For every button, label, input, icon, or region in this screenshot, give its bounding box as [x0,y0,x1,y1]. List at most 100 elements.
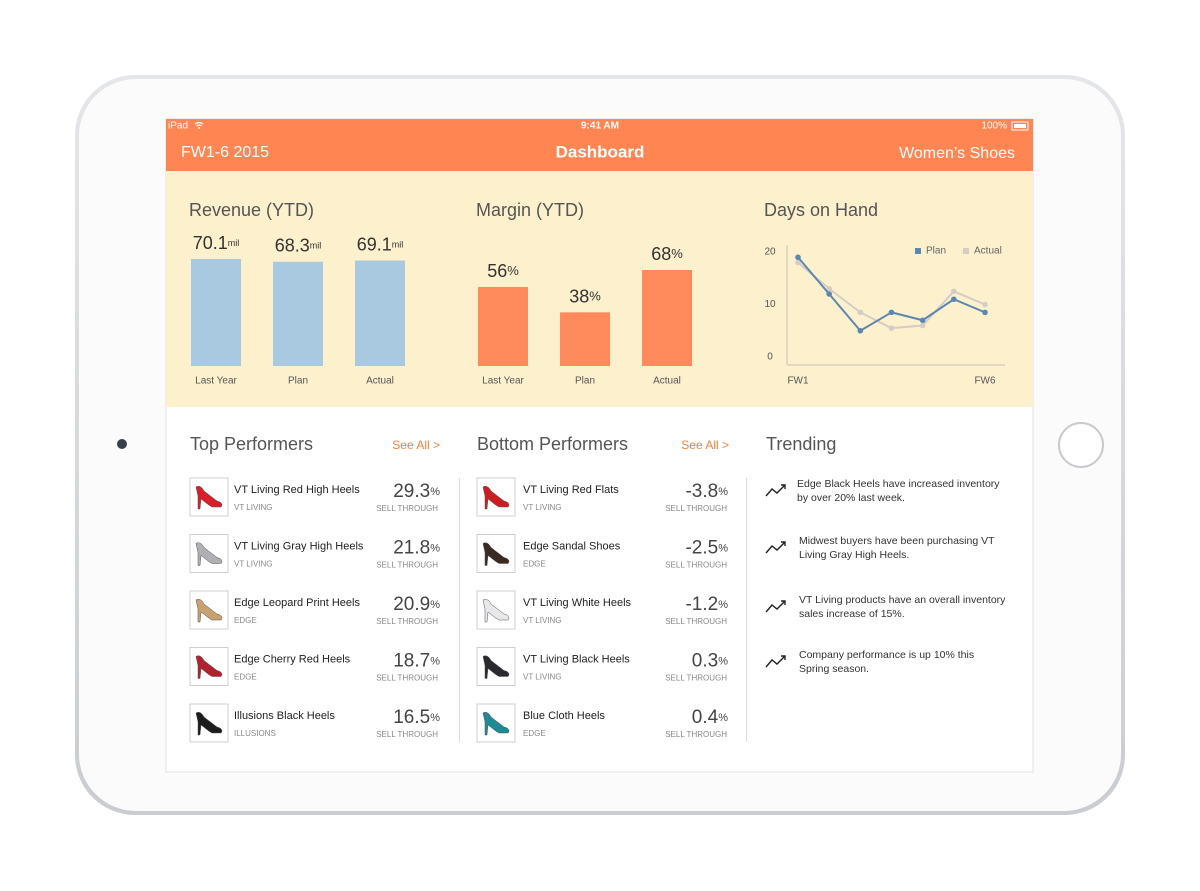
metric-label: SELL THROUGH [376,561,438,570]
series-point [826,291,832,297]
trend-text: VT Living products have an overall inven… [799,594,1006,606]
shoe-shape [482,711,510,736]
product-name: VT Living Red High Heels [234,484,360,496]
value-unit: % [430,655,440,667]
value-unit: % [718,655,728,667]
trend-icon [765,600,786,613]
shoe-shape [482,542,510,566]
value-unit: % [430,542,440,554]
trend-text: Living Gray High Heels. [799,549,909,561]
series-point [857,327,864,334]
series-point [982,301,988,308]
legend-swatch [963,248,969,254]
value-number: -3.8 [685,481,718,502]
shoe-shape [195,485,223,510]
value-number: 29.3 [393,481,430,502]
shoe-icon [482,711,510,736]
wifi-dot [198,127,200,129]
value-number: 68 [651,244,671,264]
value-label: 56% [487,261,519,281]
home-button[interactable] [1058,422,1104,468]
shoe-icon [195,542,223,566]
value-unit: % [718,542,728,554]
nav-left: FW1-6 2015 [181,144,269,161]
x-tick-label: Last Year [482,376,524,387]
product-value: 0.3% [692,651,728,672]
wifi-icon [194,121,204,127]
shoe-icon [195,711,223,736]
shoe-icon [482,598,510,623]
trend-icon [765,541,786,554]
x-tick-label: FW6 [974,376,996,387]
value-unit: mil [228,238,240,248]
value-number: -1.2 [685,594,718,615]
product-name: Edge Sandal Shoes [523,540,621,552]
status-battery: 100% [981,121,1007,132]
metric-label: SELL THROUGH [665,617,727,626]
y-tick-label: 0 [767,352,773,363]
value-number: 56 [487,261,507,281]
nav-bar [166,119,1033,171]
product-name: VT Living Red Flats [523,484,619,496]
value-unit: % [507,263,519,278]
product-name: VT Living White Heels [523,597,632,609]
value-number: 69.1 [357,234,392,254]
battery-icon [1011,121,1029,131]
product-name: Edge Cherry Red Heels [234,653,351,665]
battery-level [1014,124,1026,128]
product-brand: EDGE [523,729,546,738]
product-brand: EDGE [234,673,257,682]
camera [117,439,127,449]
product-name: Edge Leopard Print Heels [234,597,360,609]
status-device: iPad [168,121,188,132]
section-title: Trending [766,434,836,454]
series-point [919,317,926,324]
product-value: 29.3% [393,481,440,502]
trend-text: Midwest buyers have been purchasing VT [799,535,995,547]
trend-text: by over 20% last week. [797,492,905,504]
x-tick-label: Plan [288,376,308,387]
shoe-icon [482,485,510,510]
metric-label: SELL THROUGH [665,561,727,570]
x-tick-label: Actual [366,376,394,387]
legend-swatch [915,248,921,254]
product-value: -1.2% [685,594,728,615]
value-unit: % [718,486,728,498]
shoe-shape [195,542,223,566]
bar [642,270,692,366]
x-tick-label: Actual [653,376,681,387]
value-number: 68.3 [275,235,310,255]
value-label: 70.1mil [193,233,240,253]
value-label: 38% [569,286,601,306]
see-all-link[interactable]: See All > [392,438,440,452]
product-value: -2.5% [685,538,728,559]
product-brand: EDGE [234,616,257,625]
product-brand: VT LIVING [523,616,562,625]
shoe-shape [195,711,223,736]
value-number: -2.5 [685,538,718,559]
bar [273,261,323,366]
shoe-shape [195,655,223,679]
value-number: 20.9 [393,594,430,615]
section-title: Top Performers [190,434,313,454]
series-point [982,309,988,316]
shoe-shape [482,598,510,623]
metric-label: SELL THROUGH [665,504,727,513]
chart-title: Revenue (YTD) [189,200,314,220]
see-all-link[interactable]: See All > [681,438,729,452]
shoe-shape [482,485,510,510]
trend-text: Company performance is up 10% this [799,649,974,661]
series-point [919,322,926,329]
product-name: Illusions Black Heels [234,710,335,722]
bar [560,312,610,366]
value-number: 0.4 [692,707,719,728]
trend-text: Spring season. [799,663,869,675]
chart-title: Days on Hand [764,200,878,220]
metric-label: SELL THROUGH [376,674,438,683]
shoe-icon [482,655,510,679]
series-point [826,285,832,292]
value-unit: % [718,599,728,611]
